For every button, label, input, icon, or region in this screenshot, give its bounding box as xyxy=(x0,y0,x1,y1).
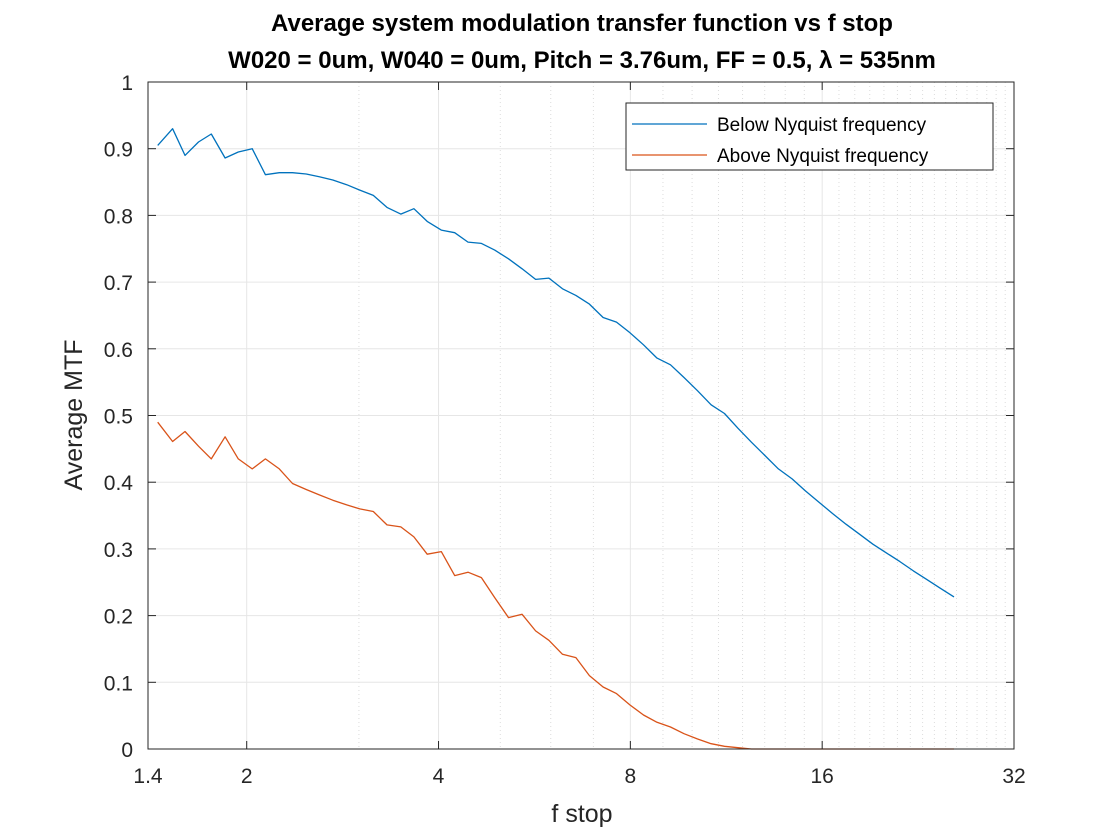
y-tick-label: 0.7 xyxy=(104,272,133,295)
x-tick-label: 2 xyxy=(241,765,253,788)
legend: Below Nyquist frequency Above Nyquist fr… xyxy=(625,102,994,171)
grid xyxy=(148,82,1014,749)
y-tick-label: 0.8 xyxy=(104,205,133,228)
x-tick-label: 32 xyxy=(1002,765,1025,788)
chart-subtitle: W020 = 0um, W040 = 0um, Pitch = 3.76um, … xyxy=(228,47,936,74)
series-line-below-nyquist xyxy=(157,128,955,598)
y-tick-label: 0.2 xyxy=(104,606,133,629)
x-tick-label: 4 xyxy=(433,765,445,788)
y-tick-label: 0.1 xyxy=(104,672,133,695)
x-tick-label: 8 xyxy=(625,765,637,788)
x-tick-label: 16 xyxy=(810,765,833,788)
y-tick-label: 0.5 xyxy=(104,406,133,429)
y-axis-label: Average MTF xyxy=(60,340,88,491)
y-tick-label: 0 xyxy=(121,739,133,762)
x-tick-label: 1.4 xyxy=(133,765,163,788)
ticks: 1.4 2 4 8 16 32 0 0.1 0.2 0.3 0.4 0.5 0.6 0.7 0.8 0.9 1 xyxy=(104,72,1026,788)
y-tick-label: 0.6 xyxy=(104,339,133,362)
legend-label-below-nyquist: Below Nyquist frequency xyxy=(717,115,927,136)
x-axis-label: f stop xyxy=(551,800,612,828)
y-tick-label: 0.3 xyxy=(104,539,133,562)
y-tick-label: 1 xyxy=(121,72,133,95)
y-tick-label: 0.4 xyxy=(104,472,134,495)
legend-label-above-nyquist: Above Nyquist frequency xyxy=(717,146,929,167)
chart-title: Average system modulation transfer funct… xyxy=(271,10,893,37)
legend-box xyxy=(625,102,994,171)
y-tick-label: 0.9 xyxy=(104,139,133,162)
